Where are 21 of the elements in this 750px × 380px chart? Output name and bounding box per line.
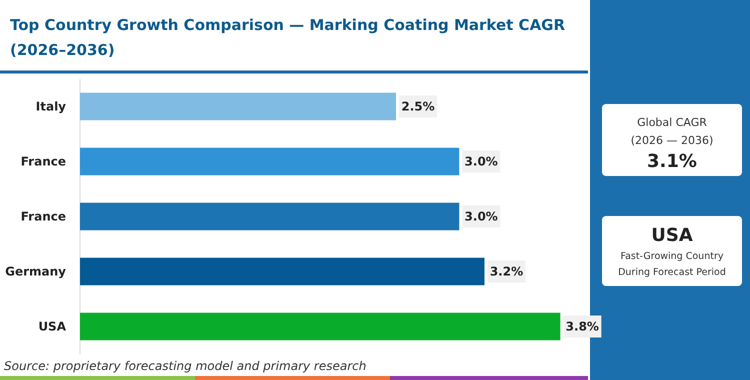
source-note: Source: proprietary forecasting model and primary research xyxy=(4,359,366,373)
text: Fast-Growing Country During Forecast Period xyxy=(618,251,726,278)
data-label: 3.2% xyxy=(490,264,524,279)
y-tick-label: Germany xyxy=(5,264,66,279)
y-tick-label: Italy xyxy=(36,100,66,114)
data-label: 2.5% xyxy=(401,100,435,114)
bar xyxy=(80,202,460,230)
bar xyxy=(80,92,396,120)
y-tick-label: France xyxy=(20,154,66,169)
chart-title: Top Country Growth Comparison — Marking Coating Market CAGR (2026–2036) xyxy=(10,16,566,59)
bar xyxy=(80,258,484,286)
y-tick-label: USA xyxy=(38,320,67,334)
text: 3.1% xyxy=(647,151,697,172)
bar xyxy=(80,148,460,176)
data-label: 3.0% xyxy=(464,154,498,169)
data-label: 3.0% xyxy=(464,210,498,224)
y-tick-label: France xyxy=(20,210,66,224)
text: USA xyxy=(651,225,693,246)
text: Global CAGR (2026 — 2036) xyxy=(630,116,714,147)
data-label: 3.8% xyxy=(566,320,599,334)
bar xyxy=(80,312,560,340)
